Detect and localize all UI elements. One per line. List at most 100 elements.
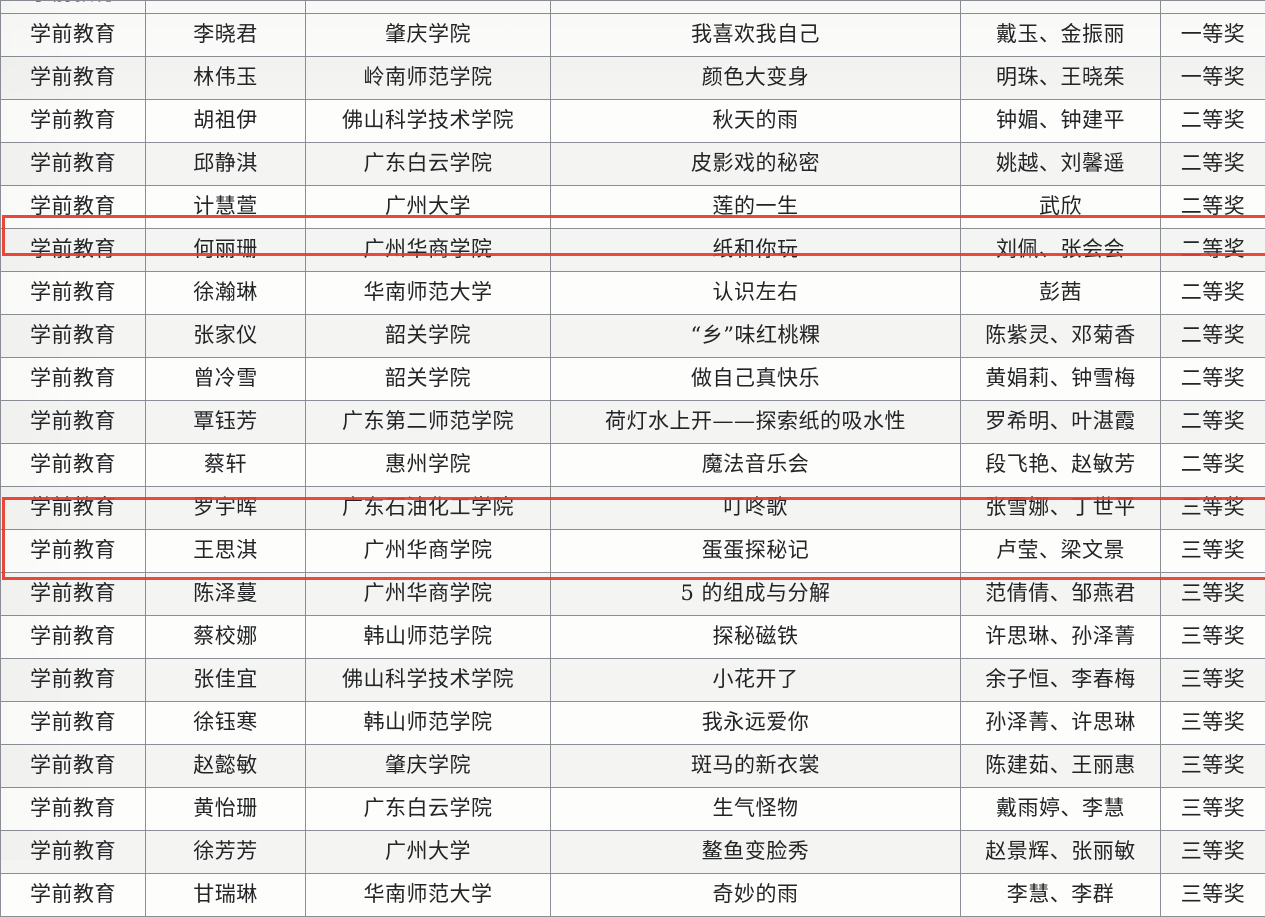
table-row[interactable]: 学前教育徐芳芳广州大学鳌鱼变脸秀赵景辉、张丽敏三等奖	[1, 831, 1265, 874]
cell-name: 林伟玉	[146, 57, 306, 100]
cell-name: 徐芳芳	[146, 831, 306, 874]
cell-work-title: 魔法音乐会	[551, 444, 961, 487]
cell-school: 广州大学	[306, 186, 551, 229]
cell-title	[551, 1, 961, 14]
cell-school: 肇庆学院	[306, 745, 551, 788]
cell-prize: 二等奖	[1161, 315, 1265, 358]
cell-prize: 二等奖	[1161, 358, 1265, 401]
cell-teacher: 范倩倩、邹燕君	[961, 573, 1161, 616]
cell-name: 邱静淇	[146, 143, 306, 186]
cell-work-title: 我永远爱你	[551, 702, 961, 745]
cell-prize: 三等奖	[1161, 487, 1265, 530]
cell-teacher: 戴雨婷、李慧	[961, 788, 1161, 831]
cell-major: 学前教育	[1, 14, 146, 57]
cell-work-title: 鳌鱼变脸秀	[551, 831, 961, 874]
table-row[interactable]: 学前教育黄怡珊广东白云学院生气怪物戴雨婷、李慧三等奖	[1, 788, 1265, 831]
cell-major: 学前教育	[1, 573, 146, 616]
cell-major: 学前教育	[1, 272, 146, 315]
table-row[interactable]: 学前教育李晓君肇庆学院我喜欢我自己戴玉、金振丽一等奖	[1, 14, 1265, 57]
cell-school: 广州大学	[306, 831, 551, 874]
cell-teacher: 黄娟莉、钟雪梅	[961, 358, 1161, 401]
cell-school: 韶关学院	[306, 358, 551, 401]
table-row[interactable]: 学前教育徐钰寒韩山师范学院我永远爱你孙泽菁、许思琳三等奖	[1, 702, 1265, 745]
table-row[interactable]: 学前教育徐瀚琳华南师范大学认识左右彭茜二等奖	[1, 272, 1265, 315]
cell-name: 胡祖伊	[146, 100, 306, 143]
cell-prize: 二等奖	[1161, 143, 1265, 186]
cell-prize: 三等奖	[1161, 616, 1265, 659]
cell-school: 韩山师范学院	[306, 702, 551, 745]
cell-name: 甘瑞琳	[146, 874, 306, 917]
scanned-table-page: 学前教育学前教育李晓君肇庆学院我喜欢我自己戴玉、金振丽一等奖学前教育林伟玉岭南师…	[0, 0, 1265, 860]
cell-school: 广东石油化工学院	[306, 487, 551, 530]
cell-work-title: 蛋蛋探秘记	[551, 530, 961, 573]
cell-work-title: 颜色大变身	[551, 57, 961, 100]
cell-major: 学前教育	[1, 143, 146, 186]
table-row-clipped-top: 学前教育	[1, 1, 1265, 14]
cell-school: 华南师范大学	[306, 874, 551, 917]
cell-name: 蔡校娜	[146, 616, 306, 659]
cell-work-title: 5 的组成与分解	[551, 573, 961, 616]
cell-prize: 三等奖	[1161, 788, 1265, 831]
cell-major: 学前教育	[1, 874, 146, 917]
cell-school: 广州华商学院	[306, 530, 551, 573]
cell-name: 覃钰芳	[146, 401, 306, 444]
cell-name: 徐钰寒	[146, 702, 306, 745]
cell-work-title: “乡”味红桃粿	[551, 315, 961, 358]
cell-major: 学前教育	[1, 358, 146, 401]
cell-work-title: 斑马的新衣裳	[551, 745, 961, 788]
cell-school: 广东白云学院	[306, 788, 551, 831]
cell-teacher: 刘佩、张会会	[961, 229, 1161, 272]
cell-school: 岭南师范学院	[306, 57, 551, 100]
cell-teacher: 姚越、刘馨遥	[961, 143, 1161, 186]
table-row[interactable]: 学前教育甘瑞琳华南师范大学奇妙的雨李慧、李群三等奖	[1, 874, 1265, 917]
cell-school: 佛山科学技术学院	[306, 659, 551, 702]
table-row[interactable]: 学前教育计慧萱广州大学莲的一生武欣二等奖	[1, 186, 1265, 229]
table-row[interactable]: 学前教育张家仪韶关学院“乡”味红桃粿陈紫灵、邓菊香二等奖	[1, 315, 1265, 358]
cell-prize: 二等奖	[1161, 401, 1265, 444]
cell-school: 广州华商学院	[306, 229, 551, 272]
cell-prize: 三等奖	[1161, 874, 1265, 917]
table-row[interactable]: 学前教育蔡校娜韩山师范学院探秘磁铁许思琳、孙泽菁三等奖	[1, 616, 1265, 659]
table-row[interactable]: 学前教育罗宇晖广东石油化工学院叮咚歌张雪娜、丁世平三等奖	[1, 487, 1265, 530]
cell-school: 韶关学院	[306, 315, 551, 358]
table-row[interactable]: 学前教育胡祖伊佛山科学技术学院秋天的雨钟媚、钟建平二等奖	[1, 100, 1265, 143]
cell-prize: 三等奖	[1161, 702, 1265, 745]
cell-name: 陈泽蔓	[146, 573, 306, 616]
table-row[interactable]: 学前教育张佳宜佛山科学技术学院小花开了余子恒、李春梅三等奖	[1, 659, 1265, 702]
table-row[interactable]: 学前教育曾冷雪韶关学院做自己真快乐黄娟莉、钟雪梅二等奖	[1, 358, 1265, 401]
cell-teacher: 卢莹、梁文景	[961, 530, 1161, 573]
cell-work-title: 莲的一生	[551, 186, 961, 229]
cell-teacher: 孙泽菁、许思琳	[961, 702, 1161, 745]
cell-school: 广东第二师范学院	[306, 401, 551, 444]
table-row[interactable]: 学前教育林伟玉岭南师范学院颜色大变身明珠、王晓茱一等奖	[1, 57, 1265, 100]
cell-work-title: 秋天的雨	[551, 100, 961, 143]
cell-school: 佛山科学技术学院	[306, 100, 551, 143]
cell-teacher: 李慧、李群	[961, 874, 1161, 917]
cell-work-title: 生气怪物	[551, 788, 961, 831]
cell-school: 广州华商学院	[306, 573, 551, 616]
cell-work-title: 荷灯水上开——探索纸的吸水性	[551, 401, 961, 444]
cell-major: 学前教育	[1, 659, 146, 702]
table-row[interactable]: 学前教育何丽珊广州华商学院纸和你玩刘佩、张会会二等奖	[1, 229, 1265, 272]
cell-prize: 二等奖	[1161, 444, 1265, 487]
cell-prize: 三等奖	[1161, 831, 1265, 874]
table-row[interactable]: 学前教育邱静淇广东白云学院皮影戏的秘密姚越、刘馨遥二等奖	[1, 143, 1265, 186]
cell-major: 学前教育	[1, 1, 146, 14]
table-row[interactable]: 学前教育王思淇广州华商学院蛋蛋探秘记卢莹、梁文景三等奖	[1, 530, 1265, 573]
table-row[interactable]: 学前教育覃钰芳广东第二师范学院荷灯水上开——探索纸的吸水性罗希明、叶湛霞二等奖	[1, 401, 1265, 444]
table-row[interactable]: 学前教育蔡轩惠州学院魔法音乐会段飞艳、赵敏芳二等奖	[1, 444, 1265, 487]
cell-major: 学前教育	[1, 831, 146, 874]
table-row[interactable]: 学前教育赵懿敏肇庆学院斑马的新衣裳陈建茹、王丽惠三等奖	[1, 745, 1265, 788]
cell-name: 罗宇晖	[146, 487, 306, 530]
cell-prize: 三等奖	[1161, 573, 1265, 616]
cell-major: 学前教育	[1, 745, 146, 788]
cell-work-title: 纸和你玩	[551, 229, 961, 272]
cell-major: 学前教育	[1, 229, 146, 272]
cell-prize: 二等奖	[1161, 100, 1265, 143]
cell-prize: 三等奖	[1161, 530, 1265, 573]
cell-name: 李晓君	[146, 14, 306, 57]
cell-teacher	[961, 1, 1161, 14]
cell-major: 学前教育	[1, 186, 146, 229]
